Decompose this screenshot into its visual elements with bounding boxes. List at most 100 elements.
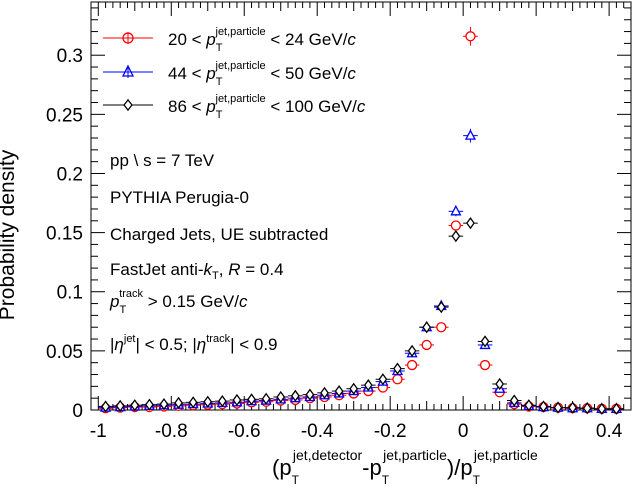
marker-diamond	[612, 402, 621, 415]
data-point	[273, 390, 289, 404]
marker-circle	[406, 359, 418, 371]
y-tick-label: 0.15	[46, 224, 83, 245]
x-tick-label: -0.6	[228, 421, 261, 442]
x-tick-label: -0.2	[374, 421, 407, 442]
data-point	[331, 384, 347, 398]
marker-diamond	[582, 402, 592, 415]
y-tick-label: 0	[72, 401, 83, 422]
x-tick-label: 0.4	[596, 421, 623, 442]
data-point	[127, 399, 143, 412]
legend-marker-triangle	[121, 64, 135, 77]
data-point	[463, 26, 478, 46]
marker-circle	[436, 322, 447, 333]
marker-triangle	[450, 204, 462, 216]
legend-label-1: 20 < pTjet,particle < 24 GeV/c	[168, 26, 356, 54]
marker-circle	[392, 374, 403, 385]
marker-diamond	[436, 301, 446, 314]
data-point	[361, 379, 376, 392]
data-point	[317, 386, 332, 399]
data-point	[98, 400, 113, 413]
legend-marker-circle	[122, 32, 134, 44]
marker-triangle	[464, 129, 477, 140]
data-point	[609, 402, 624, 415]
x-tick-label: -0.8	[155, 421, 188, 442]
data-point	[171, 396, 186, 410]
marker-diamond	[378, 373, 388, 386]
marker-diamond	[597, 402, 607, 415]
marker-diamond	[393, 362, 402, 375]
annotations: pp \ s = 7 TeV PYTHIA Perugia-0 Charged …	[109, 151, 328, 354]
marker-diamond	[568, 401, 578, 414]
data-point	[112, 399, 128, 412]
marker-diamond	[422, 321, 432, 334]
marker-diamond	[466, 217, 475, 230]
data-point	[463, 217, 478, 230]
data-point	[244, 393, 259, 406]
data-point	[375, 373, 391, 386]
data-point	[215, 395, 230, 408]
marker-diamond	[276, 390, 286, 404]
marker-diamond	[480, 335, 490, 348]
data-point	[229, 393, 245, 407]
marker-diamond	[495, 377, 505, 391]
annotation-collision: pp \ s = 7 TeV	[110, 151, 215, 170]
marker-diamond	[553, 401, 563, 414]
data-point	[463, 128, 478, 143]
marker-diamond	[217, 395, 227, 408]
data-point	[550, 401, 566, 414]
data-point	[536, 400, 551, 413]
marker-circle	[479, 359, 491, 371]
y-tick-label: 0.1	[57, 283, 83, 304]
marker-diamond	[451, 230, 461, 243]
marker-circle	[421, 339, 432, 351]
y-axis-title-text: Probability density	[0, 149, 19, 320]
x-tick-label: -1	[90, 421, 107, 442]
marker-diamond	[232, 393, 242, 407]
data-point	[419, 339, 434, 351]
data-point	[594, 402, 610, 415]
annotation-track-pt: pTtrack > 0.15 GeV/c	[109, 288, 248, 316]
data-point	[156, 397, 172, 411]
y-tick-label: 0.3	[57, 46, 83, 67]
x-axis-title: (pTjet,detector-pTjet,particle)/pTjet,pa…	[272, 447, 538, 487]
annotation-algorithm: FastJet anti-kT, R = 0.4	[110, 260, 284, 282]
legend-label-3: 86 < pTjet,particle < 100 GeV/c	[168, 93, 366, 121]
marker-diamond	[247, 393, 256, 406]
data-point	[390, 362, 405, 375]
marker-diamond	[203, 395, 213, 408]
marker-diamond	[290, 389, 300, 402]
legend-label-2: 44 < pTjet,particle < 50 GeV/c	[168, 60, 356, 88]
data-point	[200, 395, 216, 408]
data-point	[477, 359, 493, 371]
annotation-jets: Charged Jets, UE subtracted	[110, 225, 328, 244]
data-point	[506, 394, 522, 407]
marker-diamond	[407, 344, 417, 357]
data-point	[448, 220, 464, 231]
x-tick-label: 0	[458, 421, 469, 442]
marker-diamond	[101, 400, 110, 413]
series-86-100	[98, 217, 624, 415]
series-layer	[98, 26, 624, 415]
x-tick-label: -0.4	[301, 421, 334, 442]
marker-diamond	[305, 388, 315, 401]
marker-diamond	[130, 399, 140, 412]
annotation-generator: PYTHIA Perugia-0	[110, 188, 249, 207]
marker-diamond	[320, 386, 329, 399]
legend-entry-3: 86 < pTjet,particle < 100 GeV/c	[103, 93, 366, 121]
marker-diamond	[363, 379, 373, 392]
legend-entry-1: 20 < pTjet,particle < 24 GeV/c	[103, 26, 356, 54]
marker-diamond	[349, 382, 359, 395]
x-tick-labels: -1 -0.8 -0.6 -0.4 -0.2 0 0.2 0.4	[90, 421, 623, 442]
marker-circle	[465, 31, 476, 42]
y-tick-label: 0.2	[57, 164, 83, 185]
data-point	[288, 389, 303, 402]
marker-diamond	[524, 399, 534, 412]
data-point	[433, 322, 449, 333]
data-point	[521, 399, 537, 412]
data-point	[565, 401, 580, 414]
data-point	[492, 377, 507, 391]
marker-circle	[450, 220, 462, 231]
legend-entry-2: 44 < pTjet,particle < 50 GeV/c	[103, 60, 356, 88]
marker-diamond	[159, 397, 169, 411]
